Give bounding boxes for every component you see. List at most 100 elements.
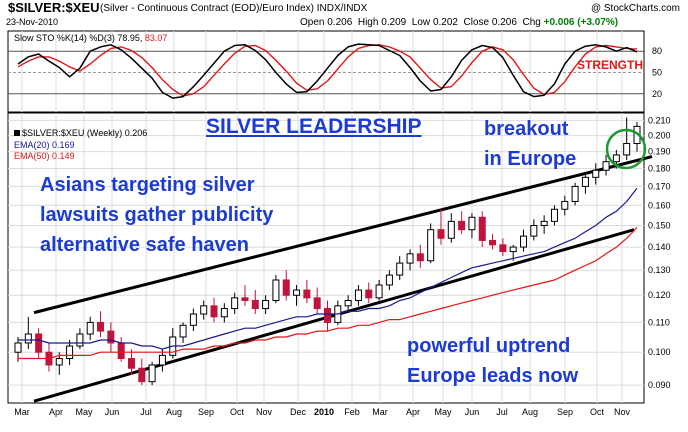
x-tick-label: Jun <box>105 407 120 417</box>
candle <box>365 282 373 304</box>
candle <box>447 213 455 243</box>
exchange: INDX/INDX <box>316 3 368 14</box>
candle <box>107 322 115 353</box>
candle <box>458 211 466 234</box>
ema50-line <box>18 227 638 360</box>
open-label: Open <box>300 17 325 28</box>
candle-body <box>282 279 290 296</box>
low-label: Low <box>411 17 431 28</box>
candle-body <box>458 220 466 231</box>
candle <box>189 308 197 332</box>
candle-body <box>509 246 517 253</box>
candle <box>76 328 84 350</box>
candle <box>592 163 600 185</box>
candle-body <box>158 354 166 366</box>
candle-body <box>35 333 43 353</box>
candle <box>540 215 548 234</box>
y-tick-label: 0.200 <box>648 131 671 141</box>
candle-body <box>220 308 228 318</box>
candle <box>220 303 228 323</box>
sto-legend: Slow STO %K(14) %D(3) 78.95, 83.07 <box>14 33 167 43</box>
sto-d-value: 83.07 <box>144 33 168 43</box>
x-tick-label: Feb <box>344 407 360 417</box>
sto-level-label: 50 <box>652 68 662 78</box>
candle-body <box>581 176 589 187</box>
sto-legend-text: Slow STO %K(14) %D(3) 78.95, <box>14 33 143 43</box>
candle-body <box>592 169 600 178</box>
candle-body <box>148 364 156 383</box>
candle <box>282 270 290 301</box>
candle-body <box>365 289 373 299</box>
x-tick-label: Jun <box>465 407 480 417</box>
candle-body <box>561 200 569 210</box>
price-legend-text: $SILVER:$XEU (Weekly) 0.206 <box>22 128 148 138</box>
candle-body <box>602 161 610 171</box>
candle <box>251 290 259 315</box>
candle <box>489 233 497 250</box>
annotation-title: SILVER LEADERSHIP <box>206 115 422 138</box>
chart-date: 23-Nov-2010 <box>6 17 59 27</box>
candle-body <box>478 216 486 241</box>
candle-body <box>550 208 558 222</box>
candle-body <box>447 220 455 239</box>
candle <box>354 284 362 306</box>
ema20-line <box>18 187 638 350</box>
candle-body <box>416 253 424 262</box>
x-tick-label: Jul <box>496 407 508 417</box>
candle-body <box>14 342 22 353</box>
candle <box>210 297 218 323</box>
ema50-legend: EMA(50) 0.149 <box>14 151 75 161</box>
candle <box>571 182 579 206</box>
candle-body <box>623 143 631 156</box>
candle-body <box>272 279 280 301</box>
x-tick-label: Jul <box>140 407 152 417</box>
price-legend: $SILVER:$XEU (Weekly) 0.206 <box>14 128 147 138</box>
candle <box>138 358 146 386</box>
x-tick-label: Mar <box>14 407 30 417</box>
candle <box>602 154 610 176</box>
candle-body <box>293 289 301 296</box>
candle-body <box>127 358 135 369</box>
candle <box>324 300 331 332</box>
close-label: Close <box>463 17 490 28</box>
candle <box>437 209 445 245</box>
candle <box>375 279 383 301</box>
high-label: High <box>357 17 379 28</box>
candle <box>158 349 166 372</box>
candle-body <box>540 220 548 227</box>
symbol-title: $SILVER:$XEU <box>8 0 100 15</box>
chg-value: +0.006 (+3.07%) <box>543 17 619 28</box>
annotation-right-1: powerful uptrend <box>407 335 571 357</box>
candle-body <box>262 299 270 310</box>
candle-body <box>396 262 404 276</box>
candle <box>127 349 135 375</box>
candle-body <box>138 367 146 383</box>
candle <box>478 211 486 248</box>
x-tick-label: Aug <box>166 407 182 417</box>
candle <box>272 275 280 304</box>
candle-body <box>210 305 218 318</box>
candle <box>14 336 22 362</box>
candle-body <box>97 321 105 332</box>
y-tick-label: 0.140 <box>648 242 671 252</box>
annotation-right-2: Europe leads now <box>407 365 579 387</box>
candle <box>530 219 538 241</box>
candle <box>24 316 32 350</box>
x-tick-label: Apr <box>406 407 420 417</box>
x-tick-label: Nov <box>256 407 273 417</box>
y-tick-label: 0.120 <box>648 290 671 300</box>
candle <box>499 238 507 257</box>
sto-level-label: 80 <box>652 46 662 56</box>
trend-channel <box>33 155 653 403</box>
candle <box>561 195 569 216</box>
candle-body <box>499 244 507 253</box>
candle-body <box>117 342 125 360</box>
candle <box>241 284 249 306</box>
legend-swatch <box>14 130 20 136</box>
annotation-breakout-1: breakout <box>484 118 569 140</box>
annotation-left-3: alternative safe haven <box>40 234 249 256</box>
candle-body <box>200 305 208 315</box>
x-tick-label: Oct <box>230 407 245 417</box>
candle-body <box>231 297 239 310</box>
candle-body <box>313 297 321 310</box>
